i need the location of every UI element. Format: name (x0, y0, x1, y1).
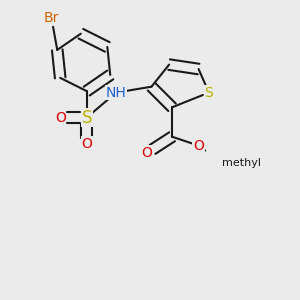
Text: S: S (205, 85, 213, 100)
Text: O: O (193, 139, 204, 153)
Text: O: O (142, 146, 152, 160)
Text: Br: Br (44, 11, 59, 25)
Text: S: S (81, 109, 92, 127)
Text: NH: NH (106, 85, 127, 100)
Text: O: O (55, 111, 66, 124)
Text: O: O (81, 137, 92, 151)
Text: methyl: methyl (222, 158, 261, 168)
